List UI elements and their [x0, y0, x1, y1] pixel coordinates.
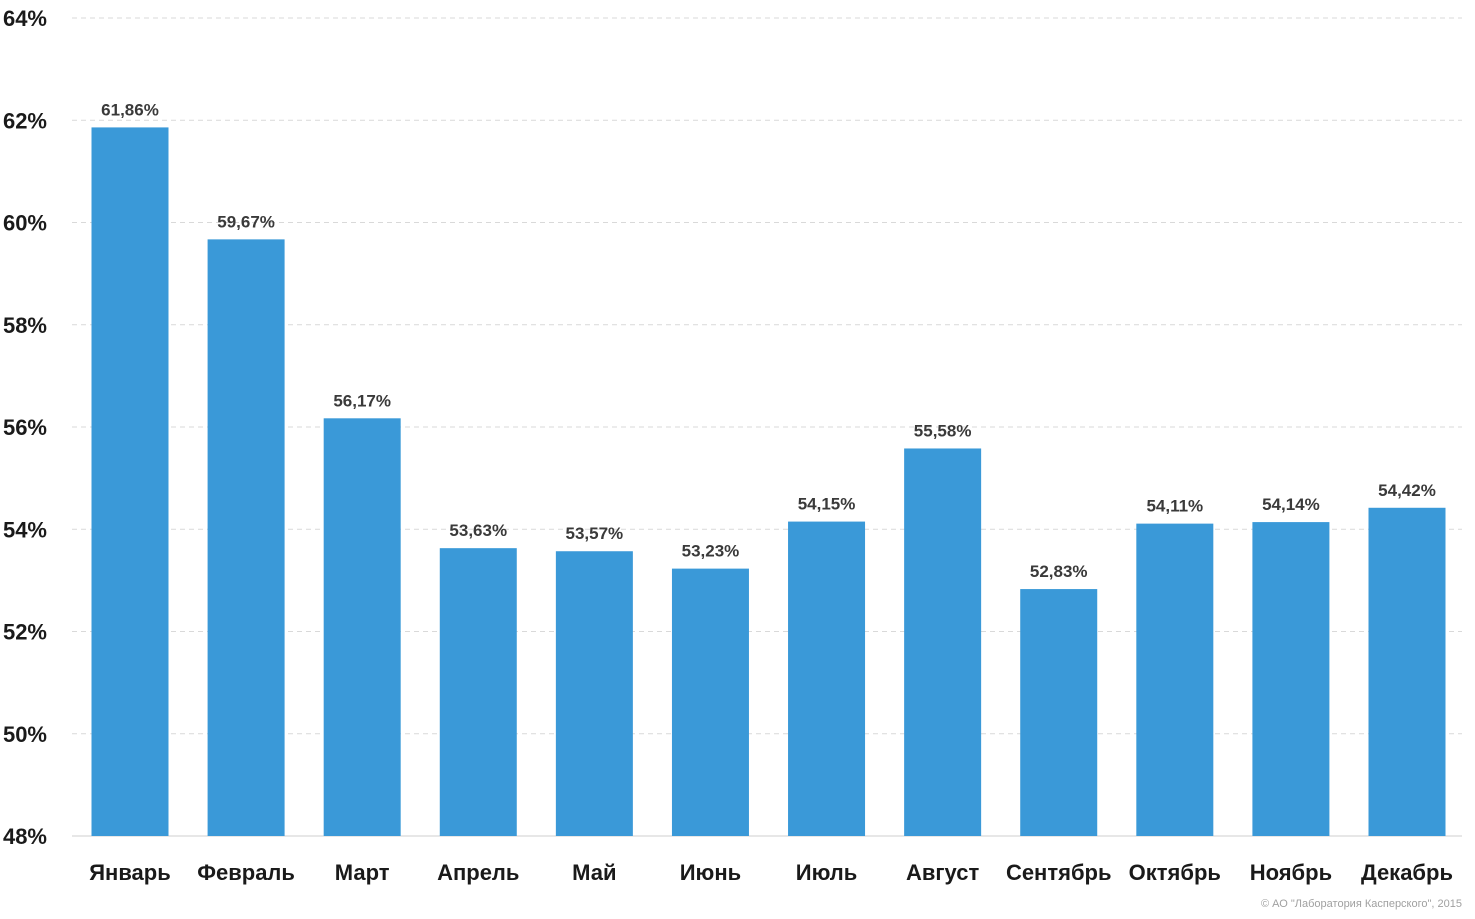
y-tick-label: 48%: [3, 824, 47, 849]
y-tick-label: 50%: [3, 722, 47, 747]
bar: [1136, 523, 1214, 836]
y-tick-label: 52%: [3, 620, 47, 645]
data-label: 61,86%: [101, 100, 159, 119]
y-tick-label: 56%: [3, 415, 47, 440]
x-tick-label: Август: [906, 860, 979, 885]
bar: [1020, 589, 1098, 836]
x-tick-label: Декабрь: [1361, 860, 1453, 885]
x-tick-label: Февраль: [197, 860, 295, 885]
data-label: 53,57%: [566, 524, 624, 543]
bar: [1368, 507, 1446, 836]
x-tick-label: Ноябрь: [1250, 860, 1332, 885]
x-tick-label: Июнь: [680, 860, 741, 885]
bar: [91, 127, 169, 837]
bar: [1252, 522, 1330, 836]
bar: [439, 548, 517, 836]
bar: [904, 448, 982, 836]
data-label: 54,14%: [1262, 495, 1320, 514]
bar: [788, 521, 866, 836]
x-tick-label: Март: [335, 860, 390, 885]
grid-lines: [72, 17, 1462, 837]
data-label: 54,11%: [1146, 497, 1203, 516]
bar: [207, 239, 285, 837]
data-label: 53,23%: [682, 542, 740, 561]
x-tick-label: Октябрь: [1129, 860, 1221, 885]
data-labels: 61,86% 59,67% 56,17% 53,63% 53,57% 53,23% 54,1…: [101, 100, 1436, 581]
x-tick-label: Апрель: [437, 860, 519, 885]
x-tick-label: Сентябрь: [1006, 860, 1112, 885]
y-tick-label: 60%: [3, 211, 47, 236]
y-tick-label: 64%: [3, 6, 47, 31]
bars: [91, 127, 1446, 837]
x-tick-label: Январь: [89, 860, 171, 885]
x-axis: Январь Февраль Март Апрель Май Июнь Июль Август…: [89, 860, 1453, 885]
y-tick-label: 54%: [3, 517, 47, 542]
data-label: 56,17%: [333, 391, 391, 410]
copyright-text: © АО "Лаборатория Касперского", 2015: [1261, 898, 1462, 910]
data-label: 55,58%: [914, 421, 972, 440]
bar: [555, 551, 633, 836]
y-tick-label: 58%: [3, 313, 47, 338]
data-label: 53,63%: [449, 521, 507, 540]
y-tick-label: 62%: [3, 108, 47, 133]
data-label: 52,83%: [1030, 562, 1088, 581]
data-label: 59,67%: [217, 212, 275, 231]
bar: [671, 568, 749, 836]
x-tick-label: Май: [572, 860, 616, 885]
y-axis: 48% 50% 52% 54% 56% 58% 60% 62% 64%: [3, 6, 47, 849]
data-label: 54,15%: [798, 495, 856, 514]
x-tick-label: Июль: [796, 860, 858, 885]
data-label: 54,42%: [1378, 481, 1436, 500]
bar: [323, 418, 401, 836]
